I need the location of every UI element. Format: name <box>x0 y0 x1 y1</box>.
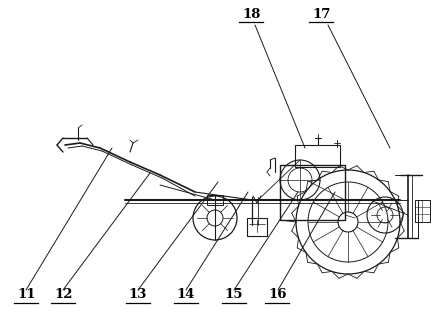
Text: 14: 14 <box>177 288 195 301</box>
Bar <box>415 200 430 222</box>
Bar <box>207 195 223 205</box>
Bar <box>295 145 340 167</box>
Text: 12: 12 <box>54 288 73 301</box>
Bar <box>247 218 267 236</box>
Text: 13: 13 <box>128 288 147 301</box>
Text: 16: 16 <box>268 288 287 301</box>
Bar <box>280 165 345 220</box>
Text: 18: 18 <box>242 8 260 21</box>
Text: 11: 11 <box>17 288 35 301</box>
Text: 15: 15 <box>225 288 243 301</box>
Text: 17: 17 <box>312 8 330 21</box>
